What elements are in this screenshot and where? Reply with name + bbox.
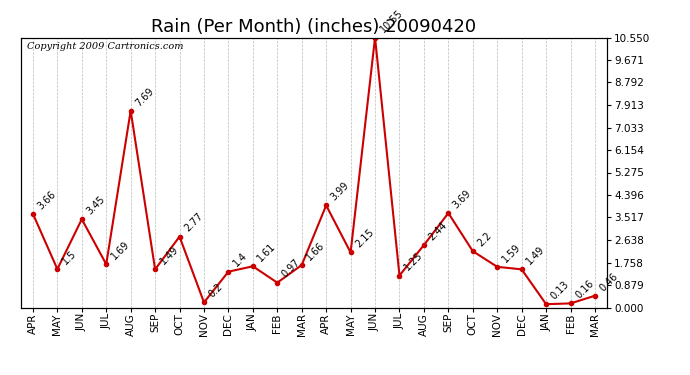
Text: 2.2: 2.2 [475,230,493,248]
Text: 0.46: 0.46 [598,271,620,293]
Text: 7.69: 7.69 [133,86,156,108]
Text: 1.49: 1.49 [524,244,546,267]
Text: Copyright 2009 Cartronics.com: Copyright 2009 Cartronics.com [26,42,183,51]
Text: 1.49: 1.49 [158,244,180,267]
Text: 1.69: 1.69 [109,239,131,261]
Text: 1.61: 1.61 [255,242,278,264]
Text: 1.59: 1.59 [500,242,522,264]
Text: 1.25: 1.25 [402,251,424,273]
Text: 3.69: 3.69 [451,188,473,210]
Text: 2.77: 2.77 [182,211,205,234]
Text: 1.4: 1.4 [231,251,249,269]
Text: 0.16: 0.16 [573,279,595,301]
Text: 1.66: 1.66 [304,240,326,262]
Title: Rain (Per Month) (inches) 20090420: Rain (Per Month) (inches) 20090420 [151,18,477,36]
Text: 2.15: 2.15 [353,227,376,250]
Text: 10.55: 10.55 [378,8,404,35]
Text: 0.2: 0.2 [207,282,225,300]
Text: 0.97: 0.97 [280,258,302,280]
Text: 3.99: 3.99 [329,180,351,203]
Text: 3.45: 3.45 [85,194,107,216]
Text: 3.66: 3.66 [36,189,58,211]
Text: 2.44: 2.44 [426,220,449,242]
Text: 1.5: 1.5 [60,248,78,266]
Text: 0.13: 0.13 [549,279,571,302]
